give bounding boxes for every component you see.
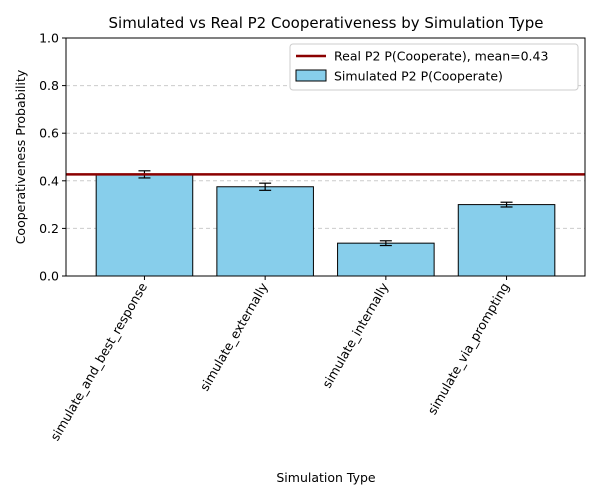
- y-tick-label: 0.2: [39, 221, 59, 236]
- x-tick-label: simulate_externally: [197, 279, 271, 393]
- x-axis-label: Simulation Type: [276, 470, 376, 485]
- bars: [95, 173, 556, 277]
- legend-label-real: Real P2 P(Cooperate), mean=0.43: [334, 49, 548, 64]
- x-tick-label: simulate_and_best_response: [47, 280, 150, 444]
- legend: Real P2 P(Cooperate), mean=0.43 Simulate…: [289, 43, 579, 91]
- bar: [95, 173, 194, 277]
- x-ticks: simulate_and_best_response simulate_exter…: [47, 276, 512, 443]
- x-tick-label: simulate_internally: [319, 279, 392, 390]
- bar: [337, 242, 435, 277]
- plot-frame: [65, 37, 586, 277]
- legend-box: [289, 43, 579, 91]
- y-tick-label: 0.0: [39, 269, 59, 284]
- y-tick-label: 0.8: [39, 78, 59, 93]
- error-bars: [138, 170, 513, 247]
- chart-title: Simulated vs Real P2 Cooperativeness by …: [109, 14, 544, 32]
- legend-label-simulated: Simulated P2 P(Cooperate): [334, 69, 503, 84]
- y-ticks: 0.0 0.2 0.4 0.6 0.8 1.0: [39, 31, 66, 284]
- bar: [216, 186, 314, 277]
- x-tick-label: simulate_via_prompting: [424, 280, 512, 417]
- y-axis-label: Cooperativeness Probability: [13, 69, 28, 244]
- y-tick-label: 0.6: [39, 126, 59, 141]
- bar: [457, 204, 556, 277]
- legend-swatch-bar: [295, 69, 327, 82]
- y-tick-label: 1.0: [39, 31, 59, 46]
- y-tick-label: 0.4: [39, 173, 59, 188]
